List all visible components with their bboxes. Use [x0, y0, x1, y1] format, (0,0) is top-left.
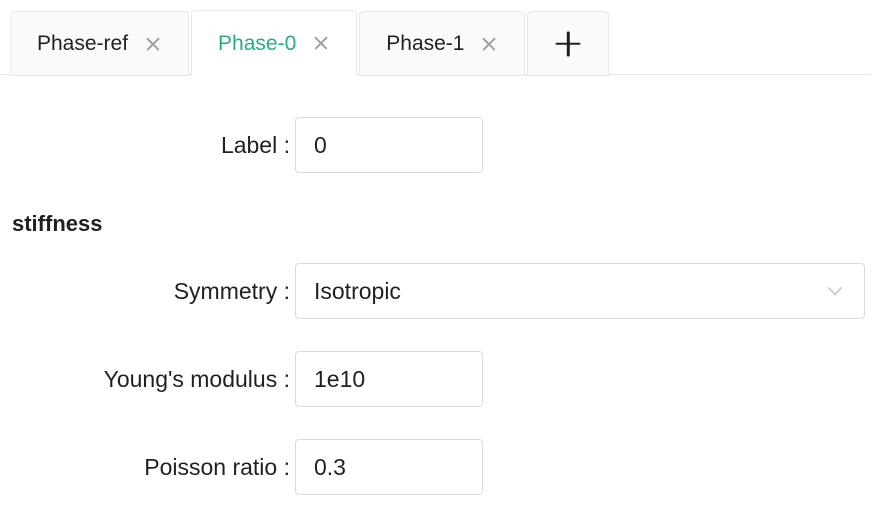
add-tab-button[interactable] [527, 11, 610, 76]
tab-phase-1[interactable]: Phase-1 [359, 11, 526, 76]
form-row-symmetry: Symmetry : Isotropic [0, 263, 865, 319]
tab-list: Phase-ref Phase-0 Phase-1 [10, 10, 610, 76]
symmetry-selected-value: Isotropic [314, 277, 401, 304]
tab-label: Phase-ref [37, 32, 129, 55]
label-field-label: Label : [220, 131, 290, 158]
section-heading-stiffness: stiffness [12, 211, 103, 236]
poisson-ratio-input[interactable]: 0.3 [295, 439, 483, 495]
youngs-modulus-label: Young's modulus : [103, 365, 290, 392]
form-row-poisson-ratio: Poisson ratio : 0.3 [0, 439, 483, 495]
form-row-label: Label : 0 [0, 117, 483, 173]
form-row-youngs-modulus: Young's modulus : 1e10 [0, 351, 483, 407]
close-icon[interactable] [312, 34, 330, 52]
tab-phase-ref[interactable]: Phase-ref [10, 11, 190, 76]
symmetry-label: Symmetry : [173, 277, 290, 304]
tab-phase-0[interactable]: Phase-0 [191, 10, 358, 76]
tab-bar: Phase-ref Phase-0 Phase-1 [0, 0, 884, 76]
poisson-ratio-label: Poisson ratio : [144, 453, 290, 480]
tab-label: Phase-0 [218, 31, 297, 55]
close-icon[interactable] [480, 35, 498, 53]
chevron-down-icon [824, 280, 846, 302]
close-icon[interactable] [144, 35, 162, 53]
label-input[interactable]: 0 [295, 117, 483, 173]
plus-icon [555, 31, 581, 57]
tab-label: Phase-1 [386, 32, 465, 55]
symmetry-select[interactable]: Isotropic [295, 263, 865, 319]
youngs-modulus-input[interactable]: 1e10 [295, 351, 483, 407]
